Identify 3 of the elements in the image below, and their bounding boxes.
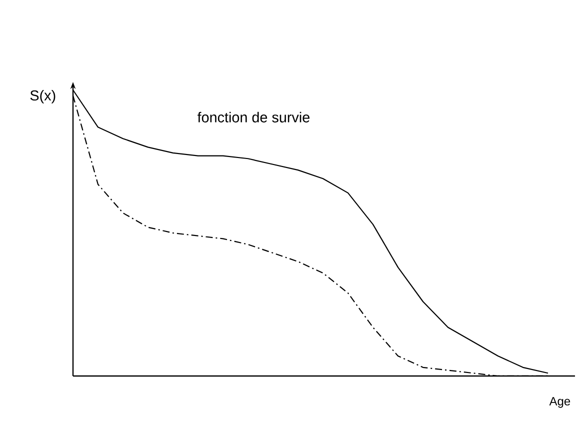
- x-axis-title: Age: [549, 397, 570, 408]
- text: fonction de survie: [197, 112, 310, 122]
- y-axis-title: S(x): [30, 90, 56, 104]
